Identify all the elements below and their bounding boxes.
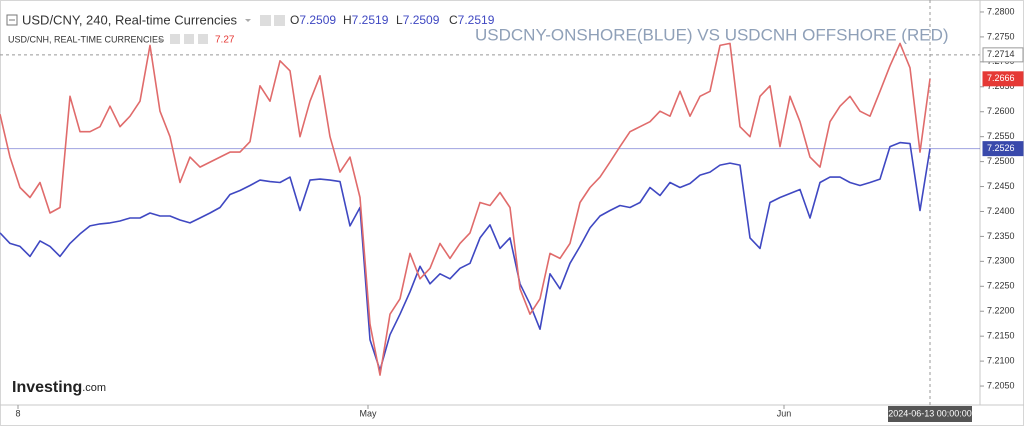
ohlc-label: O bbox=[290, 13, 299, 27]
series-line bbox=[0, 141, 931, 371]
eye-icon[interactable] bbox=[260, 15, 271, 26]
plot-area bbox=[0, 0, 980, 405]
settings-icon[interactable] bbox=[184, 34, 194, 44]
ohlc-item: C7.2519 bbox=[449, 13, 495, 27]
y-tick-label: 7.2350 bbox=[987, 231, 1015, 241]
x-tick-label: Jun bbox=[777, 408, 792, 418]
ohlc-label: H bbox=[343, 13, 352, 27]
x-tick-label: 8 bbox=[15, 408, 20, 418]
y-tick-label: 7.2150 bbox=[987, 331, 1015, 341]
ohlc-value: 7.2509 bbox=[299, 13, 336, 27]
price-badge bbox=[982, 47, 1024, 63]
y-tick-label: 7.2250 bbox=[987, 281, 1015, 291]
ohlc-item: O7.2509 bbox=[290, 13, 336, 27]
ohlc-label: C bbox=[449, 13, 458, 27]
ohlc-value: 7.2519 bbox=[352, 13, 389, 27]
y-tick-label: 7.2750 bbox=[987, 31, 1015, 41]
settings-icon[interactable] bbox=[274, 15, 285, 26]
price-badge-label: 7.2526 bbox=[987, 143, 1015, 153]
dropdown-arrow[interactable] bbox=[158, 39, 164, 42]
collapse-icon[interactable] bbox=[6, 14, 18, 26]
y-tick-label: 7.2500 bbox=[987, 156, 1015, 166]
y-tick-label: 7.2200 bbox=[987, 306, 1015, 316]
y-tick-label: 7.2050 bbox=[987, 380, 1015, 390]
dropdown-arrow[interactable] bbox=[245, 19, 251, 22]
y-tick-label: 7.2400 bbox=[987, 206, 1015, 216]
y-tick-label: 7.2550 bbox=[987, 131, 1015, 141]
y-tick-label: 7.2600 bbox=[987, 106, 1015, 116]
symbol-label: USD/CNY, 240, Real-time Currencies bbox=[22, 12, 238, 27]
ohlc-item: L7.2509 bbox=[396, 13, 440, 27]
overlay-value: 7.27 bbox=[215, 35, 235, 46]
overlay-symbol: USD/CNH, REAL-TIME CURRENCIES bbox=[8, 34, 164, 44]
logo: Investing.com bbox=[12, 379, 106, 396]
y-tick-label: 7.2800 bbox=[987, 6, 1015, 16]
time-badge bbox=[888, 406, 972, 422]
y-tick-label: 7.2450 bbox=[987, 181, 1015, 191]
y-tick-label: 7.2300 bbox=[987, 256, 1015, 266]
eye-icon[interactable] bbox=[170, 34, 180, 44]
time-badge-label: 2024-06-13 00:00:00 bbox=[888, 408, 972, 418]
chart-title: USDCNY-ONSHORE(BLUE) VS USDCNH OFFSHORE … bbox=[475, 25, 949, 44]
price-badge bbox=[982, 71, 1024, 87]
price-badge-label: 7.2666 bbox=[987, 73, 1015, 83]
ohlc-value: 7.2509 bbox=[403, 13, 440, 27]
logo-suffix: .com bbox=[82, 382, 106, 394]
logo-main: Investing bbox=[12, 379, 82, 396]
price-badge bbox=[982, 141, 1024, 157]
ohlc-values: O7.2509 H7.2519 L7.2509 C7.2519 bbox=[290, 13, 495, 27]
close-icon[interactable] bbox=[198, 34, 208, 44]
x-tick-label: May bbox=[359, 408, 377, 418]
y-tick-label: 7.2100 bbox=[987, 355, 1015, 365]
ohlc-value: 7.2519 bbox=[458, 13, 495, 27]
price-badge-label: 7.2714 bbox=[987, 49, 1015, 59]
ohlc-label: L bbox=[396, 13, 403, 27]
series-line bbox=[0, 42, 931, 376]
ohlc-item: H7.2519 bbox=[343, 13, 389, 27]
